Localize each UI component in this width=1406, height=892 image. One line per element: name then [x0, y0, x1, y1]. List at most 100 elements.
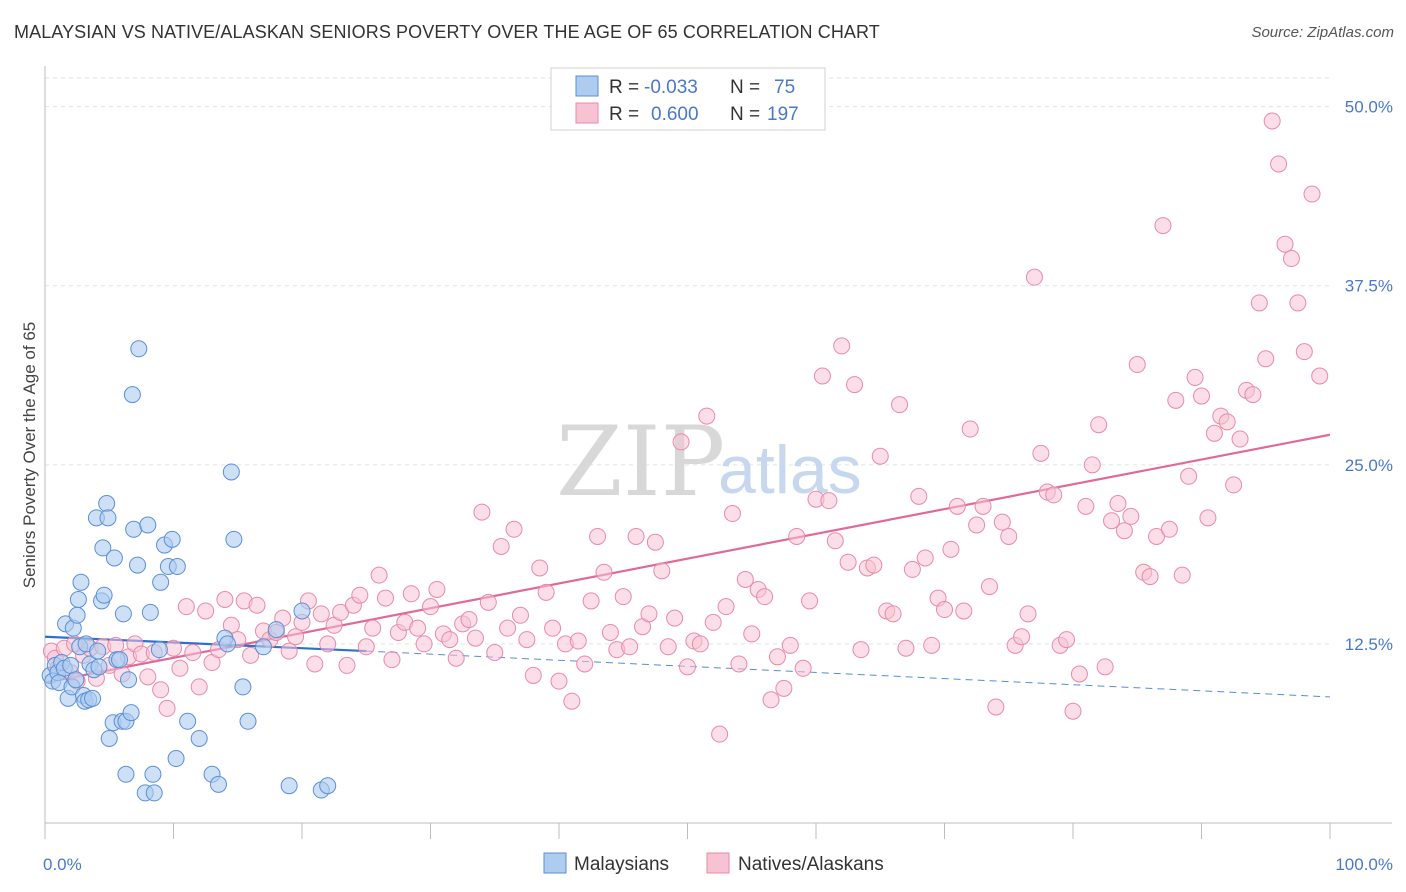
- native-point: [357, 638, 375, 656]
- legend-swatch-native: [575, 102, 599, 124]
- malaysian-point: [122, 704, 140, 722]
- native-point: [1193, 387, 1210, 405]
- source-label: Source: ZipAtlas.com: [1251, 24, 1394, 41]
- native-point: [736, 570, 754, 588]
- native-point: [319, 635, 337, 653]
- malaysian-point: [141, 603, 159, 621]
- native-point: [884, 605, 902, 623]
- malaysian-point: [150, 641, 168, 659]
- legend-n-value-1: 75: [774, 77, 795, 98]
- malaysian-point: [68, 606, 86, 624]
- malaysian-point: [130, 340, 148, 358]
- y-tick-label: 37.5%: [1345, 277, 1393, 296]
- native-point: [1186, 368, 1204, 386]
- malaysian-point: [100, 729, 118, 747]
- malaysian-point: [99, 509, 117, 527]
- native-point: [441, 631, 459, 649]
- native-point: [621, 638, 639, 656]
- watermark-zip: ZIP: [556, 406, 725, 518]
- native-point: [107, 636, 125, 654]
- native-point: [1180, 467, 1198, 485]
- native-point: [903, 560, 921, 578]
- native-point: [846, 376, 864, 394]
- malaysian-point: [84, 689, 102, 707]
- native-point: [788, 527, 806, 545]
- chart-title: MALAYSIAN VS NATIVE/ALASKAN SENIORS POVE…: [14, 22, 880, 42]
- malaysian-point: [95, 586, 113, 604]
- native-point: [402, 585, 420, 603]
- native-point: [820, 492, 838, 510]
- native-point: [743, 625, 761, 643]
- malaysian-point: [114, 605, 132, 623]
- native-point: [1083, 456, 1101, 474]
- legend-r-label-2: R =: [609, 104, 639, 125]
- malaysian-points: [41, 340, 337, 802]
- native-point: [1096, 658, 1114, 676]
- native-point: [1064, 702, 1082, 720]
- native-point: [184, 644, 202, 662]
- malaysian-point: [222, 463, 240, 481]
- malaysian-point: [123, 386, 141, 404]
- malaysian-point: [129, 556, 147, 574]
- native-point: [287, 628, 305, 646]
- native-point: [1128, 356, 1146, 374]
- correlation-legend: R = -0.033 N = 75 R = 0.600 N = 197: [550, 67, 826, 131]
- native-point: [312, 605, 330, 623]
- native-point: [801, 592, 819, 610]
- native-point: [923, 636, 941, 654]
- legend-n-value-2: 197: [767, 104, 799, 125]
- legend-swatch-malaysian: [575, 75, 599, 97]
- malaysian-point: [209, 775, 227, 793]
- malaysian-point: [319, 777, 337, 795]
- malaysian-point: [234, 678, 252, 696]
- y-tick-label: 50.0%: [1345, 98, 1393, 117]
- native-point: [531, 559, 549, 577]
- x-tick-labels: 0.0% 100.0%: [43, 855, 1393, 874]
- native-point: [813, 367, 831, 385]
- native-point: [1141, 568, 1159, 586]
- native-point: [865, 556, 883, 574]
- malaysian-trend-line: [44, 635, 367, 653]
- native-point: [190, 678, 208, 696]
- y-tick-label: 12.5%: [1345, 635, 1393, 654]
- native-point: [717, 598, 735, 616]
- native-point: [775, 679, 793, 697]
- native-point: [1058, 631, 1076, 649]
- native-point: [698, 407, 716, 425]
- malaysian-point: [145, 784, 163, 802]
- x-tick-label: 0.0%: [43, 855, 82, 874]
- native-point: [242, 646, 260, 664]
- native-point: [974, 497, 992, 515]
- native-point: [1013, 628, 1031, 646]
- native-point: [473, 503, 491, 521]
- native-point: [492, 537, 510, 555]
- series-label-malaysians: Malaysians: [574, 854, 669, 875]
- malaysian-point: [105, 549, 123, 567]
- native-point: [646, 533, 664, 551]
- malaysian-point: [190, 729, 208, 747]
- native-point: [1244, 386, 1262, 404]
- malaysian-point: [94, 539, 112, 557]
- native-point: [595, 563, 613, 581]
- native-point: [1019, 605, 1037, 623]
- native-point: [672, 433, 690, 451]
- malaysian-point: [120, 671, 138, 689]
- native-point: [518, 631, 536, 649]
- native-point: [768, 648, 786, 666]
- malaysian-point: [254, 638, 272, 656]
- native-point: [364, 619, 382, 637]
- malaysian-point: [89, 642, 107, 660]
- native-point: [1295, 343, 1313, 361]
- native-point: [659, 638, 677, 656]
- native-point: [1263, 112, 1281, 130]
- native-point: [447, 649, 465, 667]
- native-point: [537, 583, 555, 601]
- native-point: [1109, 495, 1127, 513]
- malaysian-point: [69, 591, 87, 608]
- native-point: [762, 691, 780, 709]
- native-point: [627, 527, 645, 545]
- series-label-natives: Natives/Alaskans: [738, 854, 884, 875]
- native-point: [1289, 294, 1307, 312]
- malaysian-point: [144, 765, 162, 783]
